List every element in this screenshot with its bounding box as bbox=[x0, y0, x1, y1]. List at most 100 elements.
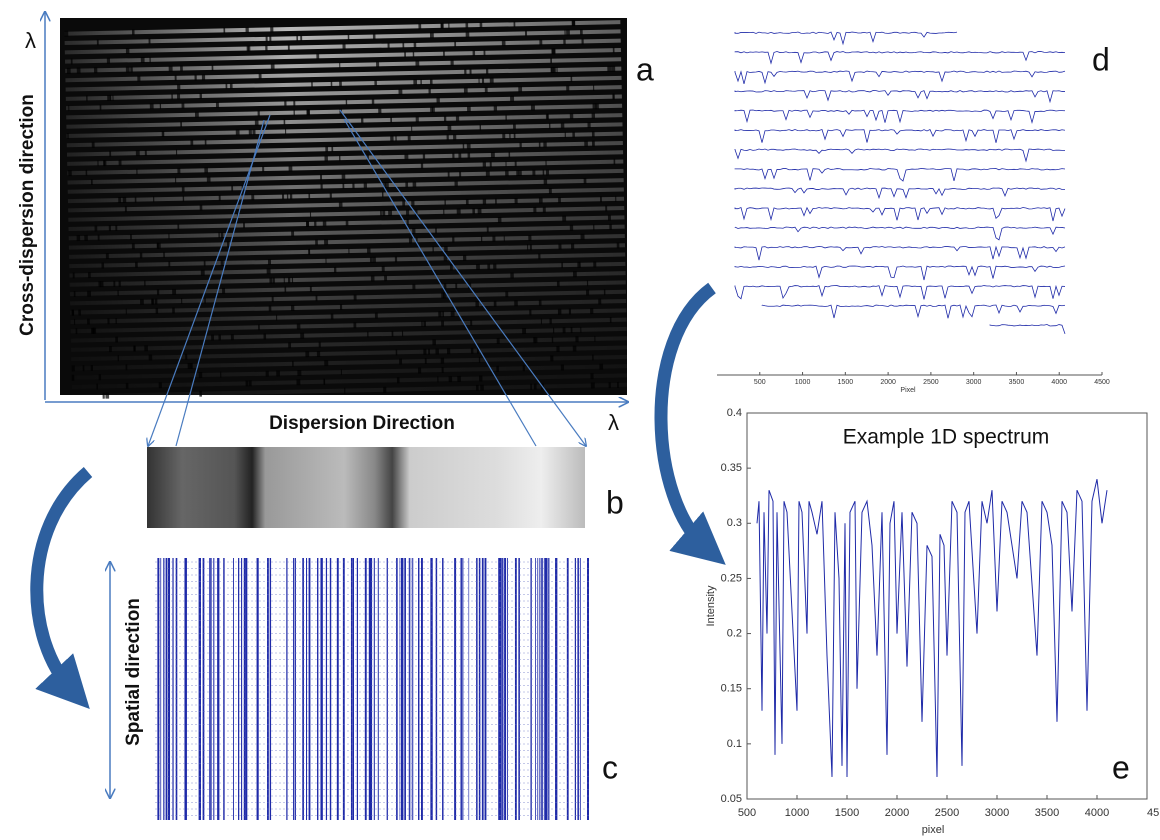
absorption bbox=[149, 56, 151, 63]
absorption bbox=[441, 320, 445, 327]
absorption bbox=[508, 151, 511, 158]
absorption bbox=[415, 116, 419, 123]
absorption bbox=[605, 205, 608, 212]
absorption bbox=[462, 143, 465, 150]
absorption bbox=[599, 363, 604, 370]
absorption bbox=[204, 167, 208, 174]
absorption bbox=[106, 57, 108, 64]
absorption bbox=[218, 232, 220, 239]
absorption bbox=[585, 289, 590, 296]
absorption bbox=[612, 47, 615, 54]
absorption bbox=[347, 34, 350, 41]
absorption bbox=[125, 364, 128, 371]
order-trace bbox=[734, 284, 1066, 300]
absorption bbox=[466, 143, 471, 150]
absorption bbox=[518, 86, 523, 93]
order-stripe bbox=[70, 326, 627, 343]
absorption bbox=[550, 57, 553, 64]
absorption bbox=[465, 199, 469, 206]
absorption bbox=[497, 216, 502, 223]
absorption bbox=[131, 243, 135, 250]
absorption bbox=[265, 45, 268, 52]
absorption bbox=[269, 35, 272, 42]
absorption bbox=[103, 160, 105, 167]
absorption bbox=[135, 261, 137, 268]
absorption bbox=[284, 100, 287, 107]
panel-label: b bbox=[606, 484, 624, 520]
absorption bbox=[480, 235, 483, 242]
absorption bbox=[182, 195, 185, 202]
absorption bbox=[476, 384, 479, 391]
absorption bbox=[90, 327, 95, 334]
absorption bbox=[459, 171, 462, 178]
absorption bbox=[262, 166, 265, 173]
absorption bbox=[533, 206, 537, 213]
absorption bbox=[538, 141, 541, 148]
order-trace bbox=[734, 70, 1066, 85]
x-tick-label: 2000 bbox=[885, 807, 909, 819]
absorption bbox=[320, 174, 323, 181]
absorption bbox=[175, 177, 177, 184]
absorption bbox=[136, 168, 138, 175]
absorption bbox=[463, 87, 468, 94]
absorption bbox=[478, 375, 483, 382]
absorption bbox=[540, 318, 543, 325]
absorption bbox=[258, 73, 262, 80]
absorption bbox=[324, 155, 328, 162]
absorption bbox=[223, 27, 226, 34]
absorption bbox=[172, 307, 175, 314]
absorption bbox=[453, 134, 457, 141]
absorption bbox=[591, 112, 596, 119]
absorption bbox=[66, 67, 71, 74]
absorption bbox=[133, 345, 136, 352]
absorption bbox=[333, 266, 337, 273]
y-tick-label: 0.35 bbox=[721, 462, 742, 474]
absorption bbox=[443, 292, 447, 299]
order-stripe bbox=[64, 47, 621, 64]
absorption bbox=[107, 318, 110, 325]
absorption bbox=[229, 83, 233, 90]
absorption bbox=[181, 102, 185, 109]
absorption bbox=[200, 269, 205, 276]
absorption bbox=[162, 130, 165, 137]
absorption bbox=[374, 80, 377, 87]
order-stripe bbox=[67, 178, 624, 194]
absorption bbox=[505, 114, 507, 121]
absorption bbox=[512, 123, 516, 130]
absorption bbox=[130, 233, 132, 241]
absorption bbox=[148, 38, 151, 45]
absorption bbox=[452, 152, 455, 159]
absorption bbox=[101, 262, 105, 269]
panel-label: c bbox=[602, 749, 618, 785]
absorption bbox=[96, 39, 99, 46]
order-trace bbox=[734, 187, 1066, 200]
absorption bbox=[405, 181, 409, 188]
extracted-orders: 500 1000 1500 2000 2500 3000 3500 4000 4500 Pixel bbox=[717, 31, 1110, 394]
absorption bbox=[388, 209, 393, 216]
order-stripe bbox=[66, 122, 623, 139]
absorption bbox=[218, 334, 222, 341]
absorption bbox=[267, 258, 272, 266]
absorption bbox=[545, 169, 550, 176]
absorption bbox=[485, 170, 490, 177]
absorption bbox=[107, 57, 111, 64]
absorption bbox=[198, 372, 203, 379]
zoom-line bbox=[175, 119, 265, 447]
flow-arrow bbox=[30, 467, 93, 709]
absorption bbox=[96, 383, 99, 390]
absorption bbox=[243, 222, 246, 229]
absorption bbox=[283, 277, 285, 284]
absorption bbox=[342, 183, 345, 190]
absorption bbox=[85, 169, 88, 176]
absorption bbox=[339, 80, 342, 87]
absorption bbox=[587, 122, 591, 129]
echelle-image bbox=[60, 18, 628, 399]
absorption bbox=[435, 348, 439, 355]
absorption bbox=[452, 236, 455, 243]
absorption bbox=[411, 125, 413, 132]
absorption bbox=[479, 21, 483, 29]
absorption bbox=[339, 155, 341, 162]
absorption bbox=[231, 185, 234, 192]
absorption bbox=[493, 263, 497, 270]
x-tick-label: 500 bbox=[738, 807, 756, 819]
